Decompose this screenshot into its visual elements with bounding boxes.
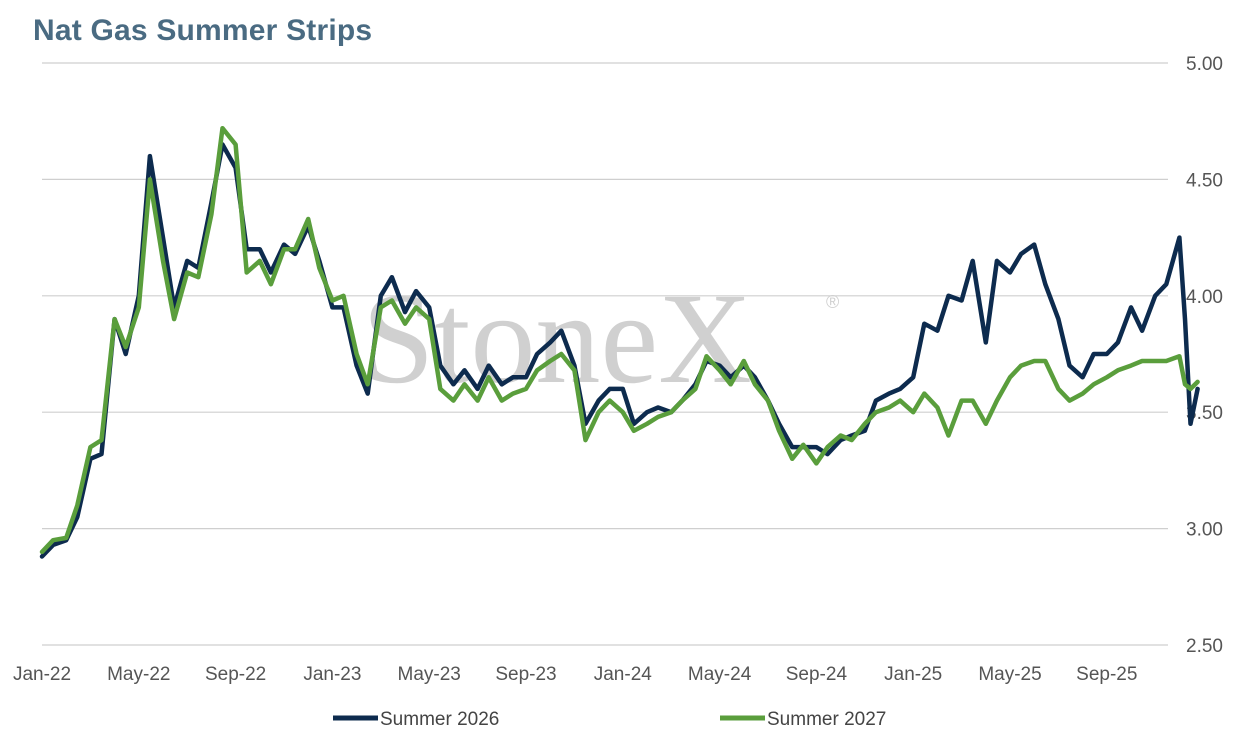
legend-label: Summer 2027 <box>767 709 886 730</box>
series-lines <box>39 125 1200 559</box>
watermark-text: StoneX <box>362 267 752 411</box>
x-tick-label: Sep-24 <box>786 664 848 685</box>
y-tick-label: 4.00 <box>1186 287 1223 308</box>
watermark-registered-mark: ® <box>826 292 839 312</box>
y-tick-label: 2.50 <box>1186 636 1223 657</box>
x-tick-label: Sep-22 <box>205 664 266 685</box>
x-tick-label: May-24 <box>688 664 752 685</box>
y-tick-label: 5.00 <box>1186 54 1223 75</box>
x-tick-label: Jan-24 <box>594 664 653 685</box>
x-axis-tick-labels: Jan-22 May-22 Sep-22 Jan-23 May-23 Sep-23 Jan-… <box>13 664 1137 685</box>
x-tick-label: Jan-23 <box>303 664 361 685</box>
x-tick-label: Sep-23 <box>495 664 556 685</box>
series-line-summer-2027 <box>39 125 1200 555</box>
x-tick-label: Sep-25 <box>1076 664 1137 685</box>
x-tick-label: Jan-22 <box>13 664 71 685</box>
y-tick-label: 4.50 <box>1186 170 1223 191</box>
legend-label: Summer 2026 <box>380 709 499 730</box>
x-tick-label: Jan-25 <box>884 664 942 685</box>
y-tick-label: 3.00 <box>1186 520 1223 541</box>
watermark: StoneX ® <box>362 267 839 411</box>
x-tick-label: May-25 <box>978 664 1041 685</box>
x-tick-label: May-23 <box>398 664 461 685</box>
x-tick-label: May-22 <box>107 664 170 685</box>
gridlines <box>42 62 1168 646</box>
legend: Summer 2026 Summer 2027 <box>333 709 886 730</box>
y-axis-tick-labels: 2.503.003.504.004.505.00 <box>1186 54 1223 657</box>
chart-title: Nat Gas Summer Strips <box>33 14 373 47</box>
